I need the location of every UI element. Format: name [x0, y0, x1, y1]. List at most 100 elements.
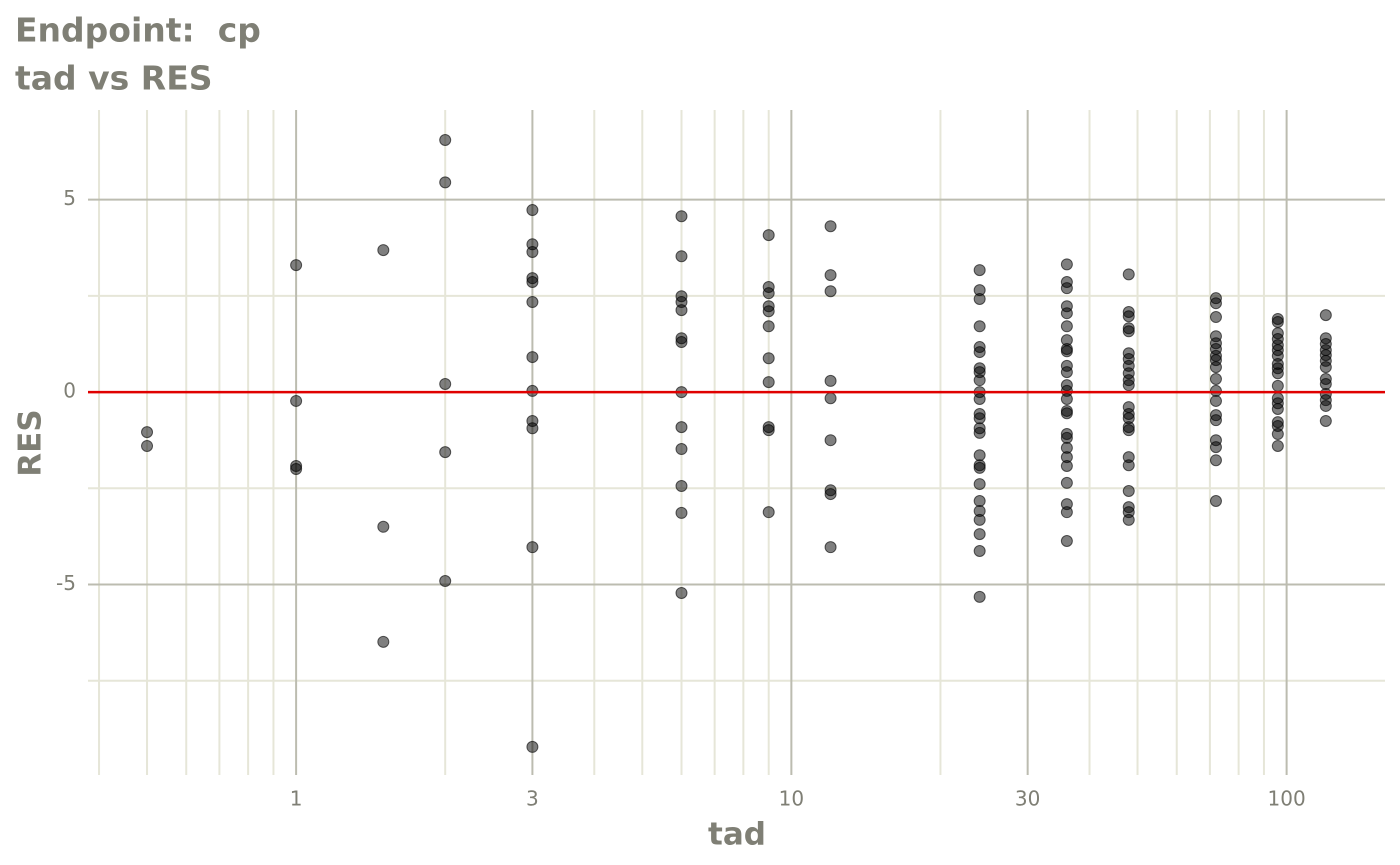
point — [973, 494, 986, 507]
point — [1060, 407, 1073, 420]
point — [1271, 428, 1284, 441]
point — [1271, 403, 1284, 416]
point — [973, 590, 986, 603]
point — [526, 246, 539, 259]
point — [439, 134, 452, 147]
point — [1060, 431, 1073, 444]
point — [762, 352, 775, 365]
point — [824, 220, 837, 233]
point — [1209, 394, 1222, 407]
y-tick-label: 0 — [63, 379, 76, 403]
y-tick-label: 5 — [63, 186, 76, 210]
point — [1122, 268, 1135, 281]
point — [1209, 361, 1222, 374]
point — [377, 244, 390, 257]
point — [1122, 379, 1135, 392]
point — [377, 520, 390, 533]
point — [1060, 535, 1073, 548]
point — [824, 488, 837, 501]
point — [526, 422, 539, 435]
point — [1060, 258, 1073, 271]
chart-title: Endpoint: cp — [15, 11, 261, 50]
point — [675, 304, 688, 317]
point — [290, 394, 303, 407]
point — [762, 424, 775, 437]
point — [526, 351, 539, 364]
point — [1122, 325, 1135, 338]
point — [762, 320, 775, 333]
x-tick-label: 1 — [290, 787, 303, 811]
point — [973, 461, 986, 474]
x-axis-label: tad — [708, 817, 766, 853]
point — [675, 250, 688, 263]
point — [1209, 311, 1222, 324]
point — [762, 229, 775, 242]
point — [1319, 378, 1332, 391]
point — [377, 635, 390, 648]
point — [290, 463, 303, 476]
point — [1271, 316, 1284, 329]
point — [762, 376, 775, 389]
point — [824, 285, 837, 298]
point — [1122, 424, 1135, 437]
point — [1060, 506, 1073, 519]
point — [526, 276, 539, 289]
point — [824, 541, 837, 554]
point — [1060, 476, 1073, 489]
point — [1122, 484, 1135, 497]
point — [973, 528, 986, 541]
point — [973, 545, 986, 558]
point — [824, 434, 837, 447]
point — [526, 541, 539, 554]
point — [824, 392, 837, 405]
x-tick-label: 3 — [526, 787, 539, 811]
point — [675, 336, 688, 349]
point — [1060, 459, 1073, 472]
point — [1271, 367, 1284, 380]
point — [439, 446, 452, 459]
point — [1122, 513, 1135, 526]
point — [675, 479, 688, 492]
point — [1209, 454, 1222, 467]
chart-subtitle: tad vs RES — [15, 59, 213, 98]
point — [675, 210, 688, 223]
point — [675, 506, 688, 519]
x-tick-label: 100 — [1268, 787, 1306, 811]
point — [1209, 414, 1222, 427]
point — [290, 259, 303, 272]
point — [1060, 393, 1073, 406]
point — [973, 320, 986, 333]
point — [1209, 494, 1222, 507]
point — [1060, 307, 1073, 320]
point — [1319, 361, 1332, 374]
point — [675, 586, 688, 599]
point — [1060, 366, 1073, 379]
point — [439, 176, 452, 189]
point — [675, 443, 688, 456]
point — [762, 287, 775, 300]
point — [973, 449, 986, 462]
x-tick-label: 10 — [779, 787, 804, 811]
point — [526, 740, 539, 753]
point — [439, 378, 452, 391]
point — [973, 412, 986, 425]
point — [1319, 414, 1332, 427]
point — [973, 393, 986, 406]
point — [439, 575, 452, 588]
point — [1060, 320, 1073, 333]
point — [824, 374, 837, 387]
point — [973, 346, 986, 359]
point — [762, 506, 775, 519]
point — [526, 296, 539, 309]
y-axis-label: RES — [13, 409, 49, 476]
point — [1060, 345, 1073, 358]
x-tick-label: 30 — [1015, 787, 1040, 811]
point — [1060, 282, 1073, 295]
point — [1122, 310, 1135, 323]
point — [1319, 309, 1332, 322]
y-tick-label: -5 — [56, 571, 76, 595]
point — [973, 374, 986, 387]
point — [1209, 441, 1222, 454]
point — [973, 292, 986, 305]
